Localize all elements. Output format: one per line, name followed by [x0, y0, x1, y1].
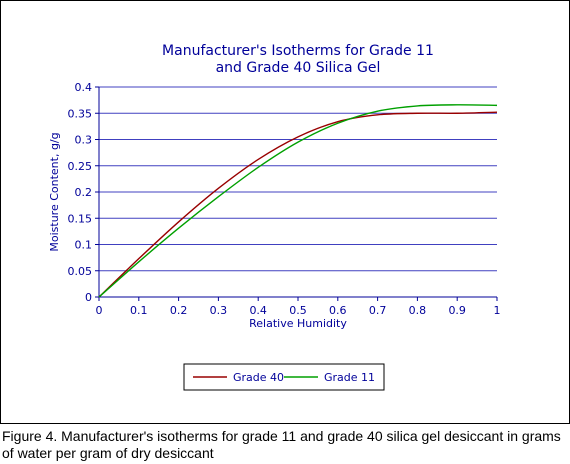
x-tick-label: 0.8 — [409, 304, 427, 317]
y-tick-label: 0.15 — [68, 212, 93, 225]
tick-labels: 0 0.05 0.1 0.15 0.2 0.25 0.3 0.35 0.4 0 0.1 0.2 0.3 0… — [68, 81, 501, 317]
x-tick-label: 0.4 — [249, 304, 267, 317]
y-tick-label: 0.25 — [68, 160, 93, 173]
x-tick-label: 0.1 — [130, 304, 148, 317]
x-tick-label: 0.2 — [170, 304, 188, 317]
x-tick-label: 0.7 — [369, 304, 387, 317]
y-tick-label: 0.2 — [75, 186, 93, 199]
isotherm-chart: Manufacturer's Isotherms for Grade 11 an… — [48, 43, 501, 391]
chart-title-line-2: and Grade 40 Silica Gel — [216, 60, 381, 76]
x-tick-label: 0.6 — [329, 304, 347, 317]
legend-label-grade-40: Grade 40 — [233, 371, 284, 384]
y-tick-label: 0.35 — [68, 107, 93, 120]
x-tick-label: 1 — [494, 304, 501, 317]
chart-title-line-1: Manufacturer's Isotherms for Grade 11 — [162, 43, 434, 59]
x-tick-label: 0 — [96, 304, 103, 317]
legend: Grade 40 Grade 11 — [183, 363, 385, 391]
series-lines — [98, 104, 498, 298]
y-axis-label: Moisture Content, g/g — [48, 132, 61, 251]
x-tick-label: 0.5 — [289, 304, 307, 317]
figure-caption: Figure 4. Manufacturer's isotherms for g… — [2, 428, 561, 461]
series-line-grade-11 — [98, 104, 498, 298]
y-tick-label: 0.4 — [75, 81, 93, 94]
x-tick-label: 0.9 — [448, 304, 466, 317]
x-axis-label: Relative Humidity — [249, 317, 347, 330]
y-tick-label: 0.05 — [68, 265, 93, 278]
y-tick-label: 0 — [85, 291, 92, 304]
x-tick-label: 0.3 — [210, 304, 228, 317]
y-tick-label: 0.3 — [75, 134, 93, 147]
y-tick-label: 0.1 — [75, 239, 93, 252]
axes — [95, 86, 498, 301]
series-line-grade-40 — [98, 111, 498, 298]
gridlines — [99, 86, 497, 272]
figure-frame — [0, 0, 570, 424]
legend-label-grade-11: Grade 11 — [324, 371, 375, 384]
